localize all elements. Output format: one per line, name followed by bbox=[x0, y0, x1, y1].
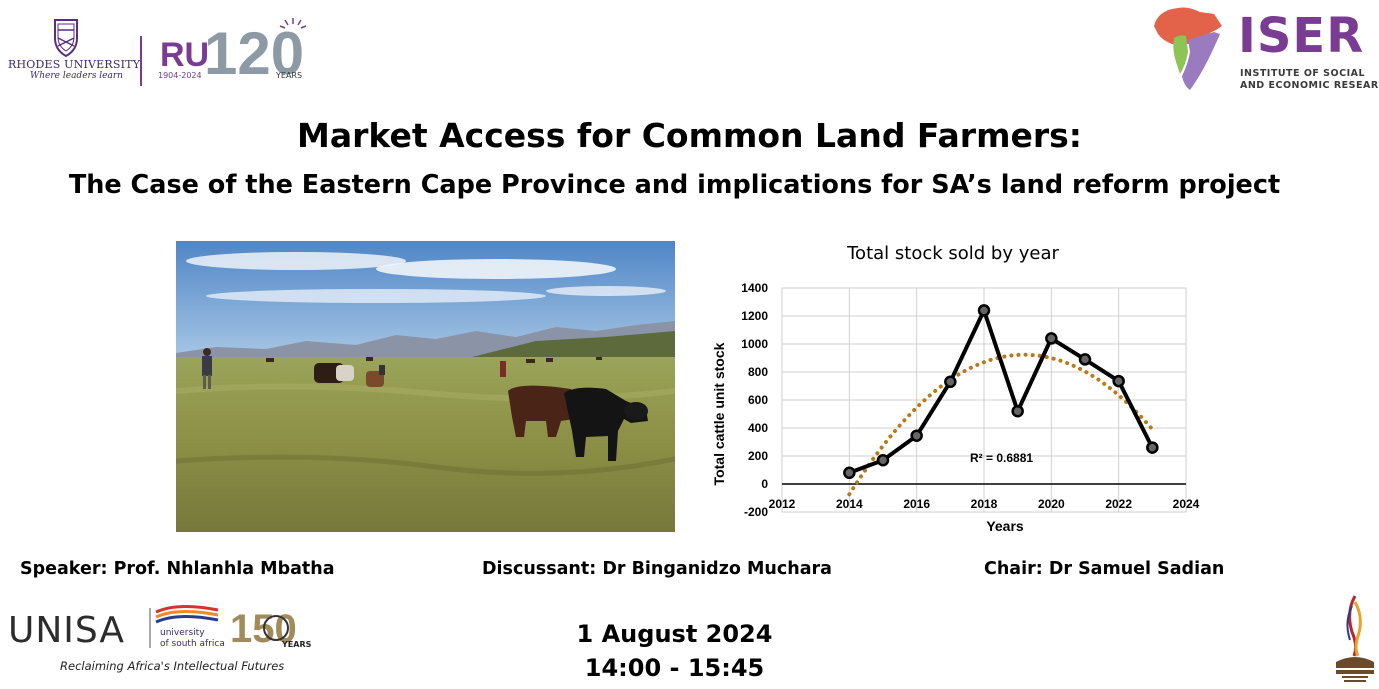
x-tick-label: 2012 bbox=[769, 497, 796, 511]
unisa-name: UNISA bbox=[8, 610, 126, 651]
data-point bbox=[843, 466, 856, 480]
trend-line bbox=[847, 352, 1155, 497]
event-time: 14:00 - 15:45 bbox=[584, 654, 765, 682]
data-point bbox=[1011, 404, 1024, 418]
data-point bbox=[944, 375, 957, 389]
data-point bbox=[1045, 332, 1058, 345]
stock-sold-chart: Total stock sold by year -200 0 200 400 600 8… bbox=[711, 243, 1200, 534]
y-tick-label: 200 bbox=[748, 449, 768, 463]
unisa-tagline: Reclaiming Africa's Intellectual Futures bbox=[60, 659, 285, 673]
y-tick-label: 400 bbox=[748, 421, 768, 435]
chart-grid bbox=[781, 287, 1187, 513]
rhodes-tagline: Where leaders learn bbox=[30, 71, 123, 81]
y-axis-label: Total cattle unit stock bbox=[711, 342, 727, 485]
event-subtitle: The Case of the Eastern Cape Province an… bbox=[68, 170, 1281, 200]
data-point bbox=[1112, 374, 1125, 388]
y-tick-label: 1000 bbox=[741, 337, 768, 351]
x-axis-label: Years bbox=[986, 518, 1024, 534]
iser-subtitle-line1: INSTITUTE OF SOCIAL bbox=[1240, 68, 1366, 79]
unisa-flag-icon: 150 bbox=[149, 605, 297, 651]
x-tick-label: 2014 bbox=[836, 497, 863, 511]
x-tick-label: 2024 bbox=[1173, 497, 1200, 511]
ru-mark: RU bbox=[160, 36, 209, 74]
series-line bbox=[848, 308, 1155, 475]
y-tick-label: 600 bbox=[748, 393, 768, 407]
chart-ticks: -200 0 200 400 600 800 1000 1200 1400 2012 2014 201… bbox=[741, 281, 1199, 519]
ru-years-range: 1904-2024 bbox=[158, 71, 202, 80]
unisa-sub-line1: university bbox=[160, 628, 205, 638]
data-point bbox=[876, 453, 890, 467]
r-squared-annotation: R² = 0.6881 bbox=[970, 451, 1033, 465]
speaker-label: Speaker: Prof. Nhlanhla Mbatha bbox=[20, 559, 335, 579]
unisa-sub-line2: of south africa bbox=[160, 639, 225, 649]
discussant-label: Discussant: Dr Binganidzo Muchara bbox=[482, 559, 832, 579]
data-point bbox=[910, 429, 923, 442]
y-tick-label: 1200 bbox=[741, 309, 768, 323]
x-tick-label: 2022 bbox=[1105, 497, 1132, 511]
africa-map-icon bbox=[1154, 7, 1222, 90]
event-date: 1 August 2024 bbox=[576, 620, 773, 648]
event-title: Market Access for Common Land Farmers: bbox=[297, 116, 1082, 155]
cattle-field-photo bbox=[176, 241, 675, 532]
chair-label: Chair: Dr Samuel Sadian bbox=[984, 559, 1225, 579]
series-points bbox=[843, 304, 1159, 480]
data-point bbox=[1078, 353, 1092, 366]
data-point bbox=[1146, 441, 1159, 454]
rhodes-university-name: RHODES UNIVERSITY bbox=[8, 58, 141, 71]
iser-subtitle-line2: AND ECONOMIC RESEARCH bbox=[1240, 80, 1379, 91]
x-tick-label: 2016 bbox=[903, 497, 930, 511]
y-tick-label: 0 bbox=[761, 477, 768, 491]
x-tick-label: 2020 bbox=[1038, 497, 1065, 511]
ru-years-word: YEARS bbox=[275, 71, 302, 80]
y-tick-label: -200 bbox=[744, 505, 768, 519]
rhodes-university-logo: RU 120 YEARS bbox=[54, 18, 307, 87]
iser-name: ISER bbox=[1238, 8, 1365, 64]
sunburst-icon bbox=[279, 18, 307, 29]
data-point bbox=[977, 304, 991, 317]
y-tick-label: 800 bbox=[748, 365, 768, 379]
unisa-years-word: YEARS bbox=[282, 640, 312, 649]
y-tick-label: 1400 bbox=[741, 281, 768, 295]
x-tick-label: 2018 bbox=[971, 497, 998, 511]
ru-number: 120 bbox=[204, 20, 304, 87]
rhodes-crest-icon bbox=[54, 19, 78, 58]
chart-title: Total stock sold by year bbox=[846, 243, 1059, 264]
graduate-school-emblem-icon bbox=[1336, 595, 1374, 682]
globe-icon bbox=[263, 615, 289, 641]
